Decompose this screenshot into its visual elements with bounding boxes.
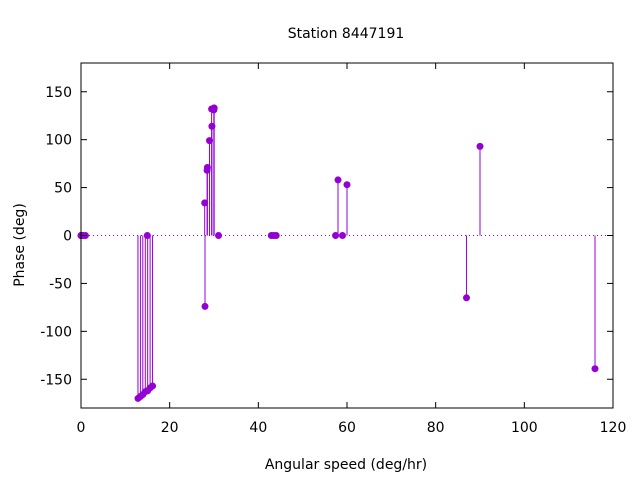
- data-point: [215, 232, 223, 239]
- data-point: [201, 302, 209, 310]
- x-tick-label: 40: [249, 420, 267, 436]
- y-tick-label: 0: [63, 229, 72, 245]
- y-tick-label: 50: [54, 181, 72, 197]
- x-tick-label: 20: [161, 420, 179, 436]
- x-tick-label: 100: [511, 420, 538, 436]
- x-tick-label: 80: [427, 420, 445, 436]
- y-tick-label: -100: [40, 324, 72, 340]
- data-point: [338, 232, 346, 239]
- y-tick-label: 100: [45, 133, 72, 149]
- y-tick-label: 150: [45, 85, 72, 101]
- x-tick-label: 120: [600, 420, 627, 436]
- x-tick-label: 0: [77, 420, 86, 436]
- data-point: [206, 137, 214, 145]
- data-point: [272, 232, 280, 239]
- y-axis-title: Phase (deg): [12, 203, 28, 287]
- data-point: [143, 232, 151, 239]
- data-point: [476, 142, 484, 150]
- impulse-layer: [137, 108, 596, 399]
- data-point: [201, 199, 209, 207]
- data-point: [332, 232, 340, 239]
- y-axis-ticks: -150 -100 -50 0 50 100 150: [40, 85, 613, 388]
- data-point: [203, 163, 211, 171]
- y-tick-label: -50: [49, 276, 72, 292]
- x-tick-label: 60: [338, 420, 356, 436]
- y-tick-label: -150: [40, 372, 72, 388]
- data-point: [208, 122, 216, 130]
- x-axis-title: Angular speed (deg/hr): [265, 457, 427, 473]
- chart-title: Station 8447191: [288, 26, 405, 42]
- data-point: [149, 382, 157, 390]
- data-point: [462, 294, 470, 302]
- point-layer: [77, 104, 599, 402]
- data-point: [210, 104, 218, 112]
- data-point: [591, 365, 599, 373]
- data-point: [334, 176, 342, 184]
- data-point: [343, 181, 351, 189]
- x-axis-ticks: 0 20 40 60 80 100 120: [77, 63, 627, 436]
